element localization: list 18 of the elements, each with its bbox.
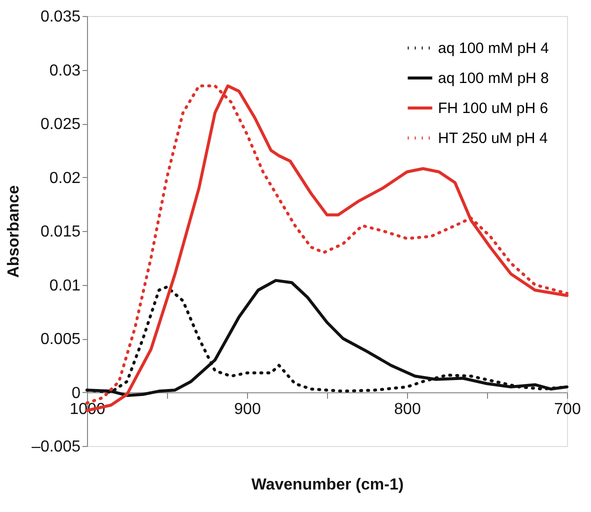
y-tick-label: 0.005 — [40, 331, 81, 348]
x-axis-title: Wavenumber (cm-1) — [251, 476, 404, 494]
legend-label: HT 250 uM pH 4 — [438, 130, 548, 147]
legend-label: aq 100 mM pH 4 — [438, 40, 549, 57]
x-tick-label: 800 — [394, 400, 421, 418]
legend-label: FH 100 uM pH 6 — [438, 100, 548, 117]
y-tick-label: 0.02 — [49, 170, 81, 187]
y-tick-label: 0.015 — [40, 224, 81, 240]
y-tick-label: 0.01 — [49, 277, 81, 294]
y-tick-label: –0.005 — [32, 438, 81, 456]
x-tick-label: 700 — [554, 400, 581, 418]
y-tick-label: 0.025 — [40, 116, 81, 133]
x-tick-label: 900 — [234, 400, 261, 418]
y-tick-label: 0 — [72, 384, 81, 402]
y-tick-label: 0.03 — [49, 62, 81, 80]
y-axis-title: Absorbance — [6, 185, 23, 278]
legend-label: aq 100 mM pH 8 — [438, 70, 549, 87]
y-tick-label: 0.035 — [40, 8, 81, 26]
